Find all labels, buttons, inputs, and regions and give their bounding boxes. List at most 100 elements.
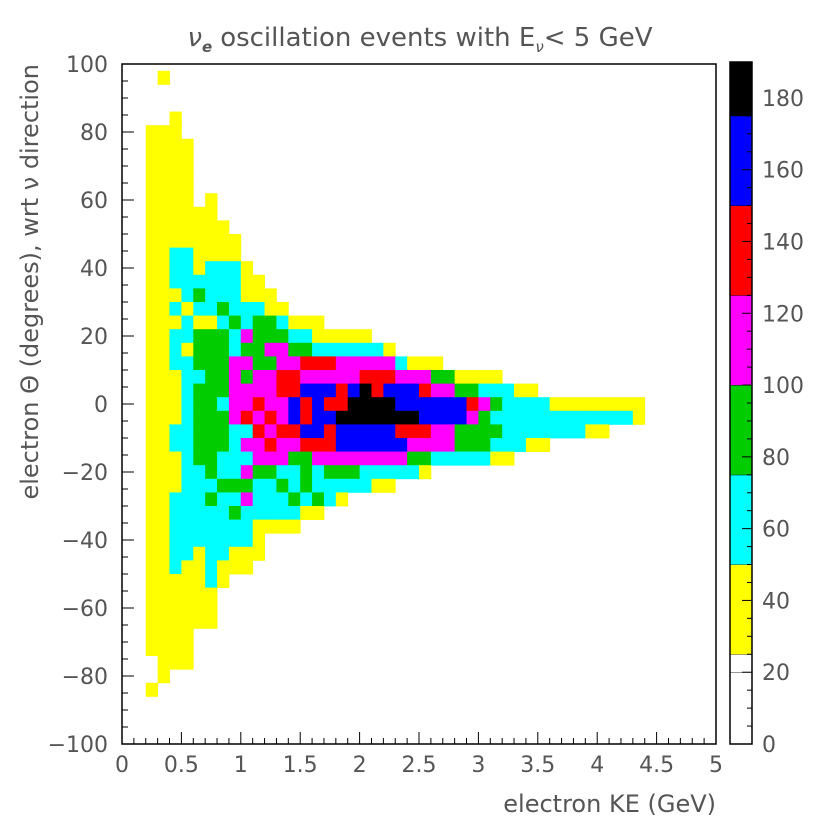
heatmap-cell bbox=[240, 506, 301, 520]
heatmap-cell bbox=[145, 574, 206, 588]
x-tick-label: 2.5 bbox=[402, 753, 437, 778]
heatmap-cell bbox=[157, 70, 170, 85]
heatmap-cell bbox=[430, 424, 456, 439]
heatmap-cell bbox=[407, 451, 432, 466]
heatmap-cell bbox=[181, 478, 218, 493]
heatmap-cell bbox=[145, 560, 170, 575]
heatmap-cell bbox=[145, 288, 182, 303]
heatmap-cell bbox=[228, 329, 242, 344]
heatmap-cell bbox=[181, 383, 194, 398]
title-main: oscillation events with E bbox=[220, 23, 535, 53]
heatmap-cell bbox=[217, 574, 230, 588]
heatmap-cell bbox=[312, 478, 372, 493]
heatmap-cell bbox=[252, 451, 289, 466]
heatmap-cell bbox=[228, 546, 265, 561]
x-tick-label: 1.5 bbox=[283, 753, 318, 778]
heatmap-cell bbox=[217, 465, 242, 480]
heatmap-cell bbox=[240, 261, 254, 276]
heatmap-cell bbox=[169, 356, 194, 371]
heatmap-cell bbox=[169, 519, 254, 534]
heatmap-cell bbox=[371, 383, 384, 398]
heatmap-cell bbox=[145, 179, 194, 194]
heatmap-cell bbox=[454, 383, 479, 398]
heatmap-cell bbox=[252, 397, 265, 412]
heatmap-cell bbox=[276, 465, 301, 480]
heatmap-cell bbox=[264, 288, 277, 303]
colorbar-tick-label: 40 bbox=[762, 589, 790, 614]
heatmap-cell bbox=[145, 220, 230, 235]
heatmap-cell bbox=[300, 410, 313, 425]
x-tick-label: 5 bbox=[709, 753, 723, 778]
heatmap-cell bbox=[145, 193, 194, 208]
heatmap-cell bbox=[145, 397, 182, 412]
y-axis: −100 −80 −60 −40 −20 0 20 40 60 80 100 bbox=[48, 53, 134, 758]
heatmap-cell bbox=[193, 315, 218, 330]
heatmap-cell bbox=[145, 125, 170, 140]
heatmap-cell bbox=[300, 438, 337, 452]
colorbar-tick-label: 60 bbox=[762, 518, 790, 543]
heatmap-cell bbox=[169, 274, 242, 289]
heatmap-cell bbox=[217, 302, 230, 316]
heatmap-cell bbox=[145, 519, 170, 534]
heatmap-cell bbox=[145, 424, 170, 439]
heatmap-cell bbox=[632, 410, 646, 425]
heatmap-cell bbox=[288, 329, 313, 344]
x-axis: 0 0.5 1 1.5 2 2.5 3 3.5 4 4.5 5 bbox=[115, 732, 723, 778]
x-tick-label: 4.5 bbox=[639, 753, 674, 778]
heatmap-cell bbox=[383, 383, 420, 398]
heatmap-cell bbox=[300, 370, 360, 384]
heatmap-cell bbox=[240, 410, 254, 425]
heatmap-cell bbox=[145, 451, 182, 466]
heatmap-cell bbox=[466, 397, 479, 412]
heatmap-cell bbox=[478, 410, 491, 425]
heatmap-cell bbox=[478, 383, 515, 398]
heatmap-cell bbox=[335, 424, 396, 439]
heatmap-cell bbox=[323, 397, 349, 412]
heatmap-cell bbox=[193, 356, 230, 371]
heatmap-cell bbox=[300, 478, 313, 493]
heatmap-cell bbox=[217, 397, 230, 412]
heatmap-cell bbox=[288, 451, 313, 466]
heatmap-cell bbox=[217, 451, 254, 466]
heatmap-cell bbox=[323, 492, 337, 507]
heatmap-cell bbox=[228, 342, 242, 357]
heatmap-cell bbox=[395, 424, 432, 439]
y-tick-label: 20 bbox=[80, 325, 108, 350]
heatmap-cell bbox=[252, 492, 289, 507]
heatmap-cell bbox=[181, 465, 206, 480]
heatmap-cell bbox=[502, 397, 515, 412]
y-tick-label: −80 bbox=[62, 665, 108, 690]
heatmap-cell bbox=[359, 370, 396, 384]
heatmap-cell bbox=[300, 424, 325, 439]
heatmap-cell bbox=[300, 465, 313, 480]
x-axis-label: electron KE (GeV) bbox=[503, 790, 716, 818]
heatmap-cell bbox=[323, 424, 337, 439]
x-tick-label: 2 bbox=[353, 753, 367, 778]
heatmap-cell bbox=[252, 410, 265, 425]
heatmap-cell bbox=[312, 492, 325, 507]
heatmap-cell bbox=[276, 424, 301, 439]
heatmap-cell bbox=[145, 492, 170, 507]
heatmap-cell bbox=[335, 410, 420, 425]
heatmap-cell bbox=[276, 478, 289, 493]
colorbar-band bbox=[730, 385, 752, 475]
heatmap-cell bbox=[193, 383, 230, 398]
heatmap-cell bbox=[276, 410, 289, 425]
heatmap-cell bbox=[181, 288, 194, 303]
heatmap-cell bbox=[395, 356, 408, 371]
heatmap-cell bbox=[252, 356, 277, 371]
heatmap-cell bbox=[145, 274, 170, 289]
heatmap-cell bbox=[181, 315, 194, 330]
heatmap-cell bbox=[228, 424, 254, 439]
heatmap-cell bbox=[169, 560, 182, 575]
heatmap-cell bbox=[193, 302, 218, 316]
colorbar-tick-label: 120 bbox=[762, 302, 804, 327]
y-tick-label: 0 bbox=[94, 393, 108, 418]
heatmap-cell bbox=[240, 438, 265, 452]
heatmap-cell bbox=[490, 451, 515, 466]
heatmap-cell bbox=[169, 125, 182, 140]
heatmap-cell bbox=[169, 342, 182, 357]
heatmap-cell bbox=[276, 315, 289, 330]
heatmap-cell bbox=[181, 370, 206, 384]
